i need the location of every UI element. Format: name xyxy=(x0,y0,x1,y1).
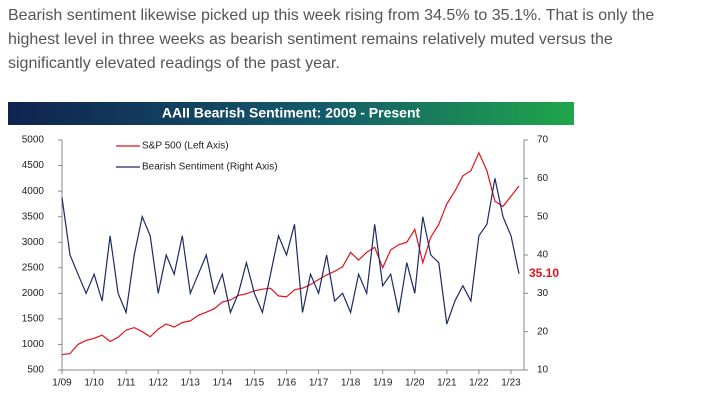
series-line xyxy=(61,151,520,356)
y-tick-label: 5000 xyxy=(22,135,45,146)
y-tick-label: 500 xyxy=(27,365,44,376)
y-tick-label: 4500 xyxy=(22,160,45,171)
x-tick-label: 1/15 xyxy=(245,378,265,389)
y2-tick-label: 50 xyxy=(537,211,549,222)
x-tick-label: 1/11 xyxy=(117,378,136,389)
x-tick-label: 1/14 xyxy=(213,378,233,389)
y2-tick-label: 70 xyxy=(537,135,549,146)
y-tick-label: 1500 xyxy=(22,314,45,325)
x-tick-label: 1/12 xyxy=(148,378,168,389)
series-line xyxy=(61,178,520,325)
y2-tick-label: 30 xyxy=(537,288,549,299)
y2-tick-label: 60 xyxy=(537,173,549,184)
x-tick-label: 1/20 xyxy=(405,378,425,389)
chart-title: AAII Bearish Sentiment: 2009 - Present xyxy=(162,105,421,121)
y2-tick-label: 20 xyxy=(537,326,549,337)
paragraph: Bearish sentiment likewise picked up thi… xyxy=(8,7,655,72)
y-tick-label: 3500 xyxy=(22,211,45,222)
x-tick-label: 1/18 xyxy=(341,378,361,389)
y-tick-label: 2000 xyxy=(22,288,45,299)
y-tick-label: 2500 xyxy=(22,262,45,273)
x-tick-label: 1/17 xyxy=(309,378,329,389)
x-tick-label: 1/09 xyxy=(52,378,72,389)
end-label: 35.10 xyxy=(529,266,559,280)
legend-label: Bearish Sentiment (Right Axis) xyxy=(142,162,278,173)
x-tick-label: 1/19 xyxy=(373,378,393,389)
x-tick-label: 1/22 xyxy=(469,378,489,389)
title-banner xyxy=(8,102,574,125)
x-tick-label: 1/16 xyxy=(277,378,297,389)
y2-tick-label: 10 xyxy=(537,365,549,376)
x-tick-label: 1/10 xyxy=(84,378,104,389)
y-tick-label: 4000 xyxy=(22,186,45,197)
y2-tick-label: 40 xyxy=(537,250,549,261)
x-tick-label: 1/21 xyxy=(437,378,457,389)
x-tick-label: 1/23 xyxy=(501,378,521,389)
legend-label: S&P 500 (Left Axis) xyxy=(142,141,229,152)
x-tick-label: 1/13 xyxy=(181,378,201,389)
y-tick-label: 1000 xyxy=(22,339,45,350)
y-tick-label: 3000 xyxy=(22,237,45,248)
